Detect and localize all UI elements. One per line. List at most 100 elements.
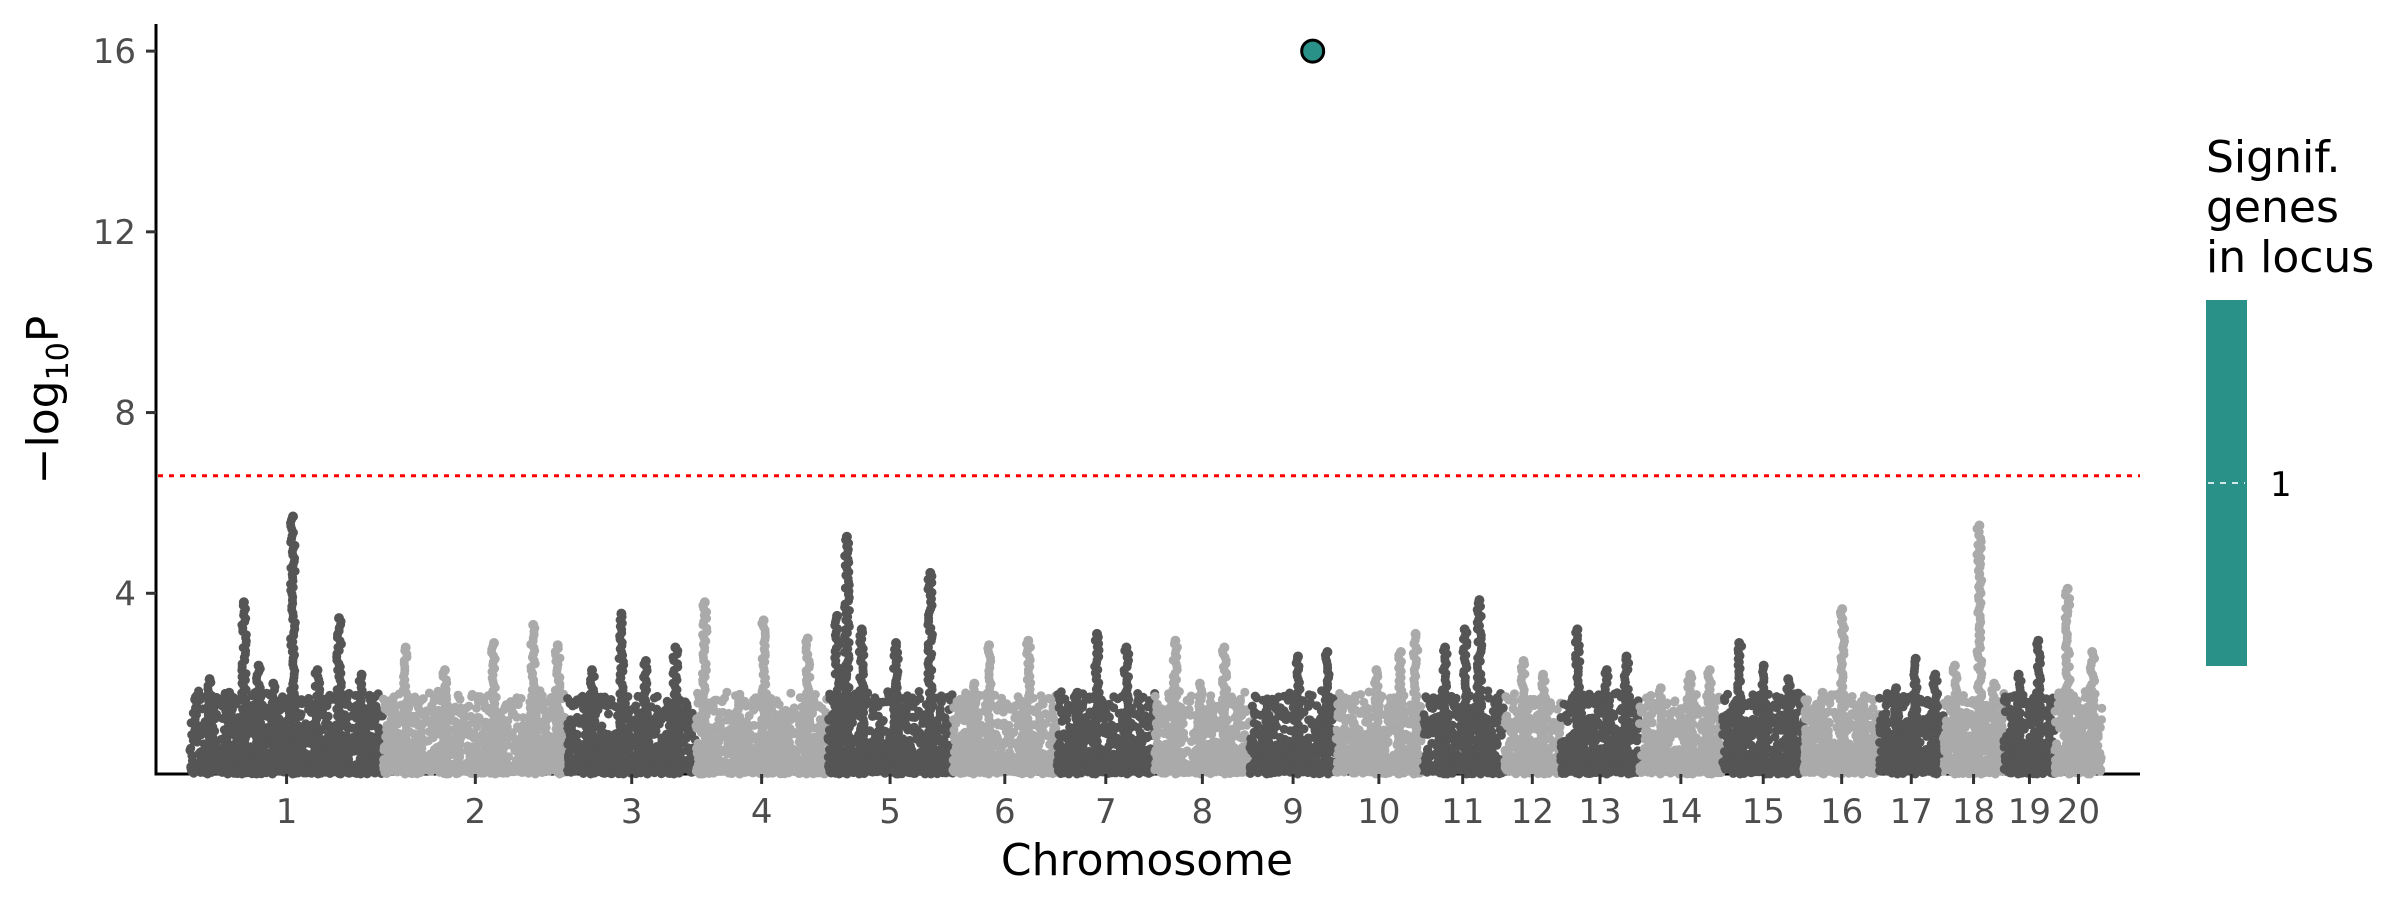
snp-point <box>604 709 613 719</box>
snp-point <box>573 716 582 726</box>
snp-point <box>953 737 963 747</box>
snp-point <box>464 761 473 771</box>
snp-point <box>1038 769 1048 779</box>
snp-point <box>417 709 426 719</box>
snp-point <box>538 752 547 762</box>
snp-point <box>881 727 891 736</box>
snp-point <box>1003 721 1013 731</box>
snp-point <box>298 737 308 747</box>
snp-point <box>775 730 785 739</box>
snp-point <box>1037 727 1047 737</box>
snp-point <box>1032 706 1041 716</box>
snp-point <box>382 761 392 771</box>
snp-point <box>191 692 200 702</box>
snp-point <box>372 748 382 758</box>
snp-point <box>277 731 287 741</box>
snp-point <box>878 716 888 725</box>
snp-point <box>1053 690 1063 699</box>
snp-point <box>939 736 949 746</box>
snp-point <box>908 695 918 705</box>
snp-point <box>467 689 477 699</box>
snp-point <box>910 753 920 763</box>
snp-point <box>387 751 397 761</box>
snp-point <box>749 703 759 713</box>
snp-point <box>935 704 945 714</box>
snp-point <box>606 756 616 766</box>
snp-point <box>326 762 335 772</box>
snp-point <box>363 767 373 777</box>
snp-point <box>957 768 967 778</box>
snp-point <box>873 701 883 711</box>
snp-point <box>369 721 379 730</box>
snp-point <box>344 688 354 698</box>
snp-point <box>471 743 481 753</box>
snp-point <box>304 693 314 703</box>
snp-point <box>951 719 961 729</box>
snp-point <box>508 708 518 718</box>
snp-point <box>347 723 357 733</box>
snp-point <box>502 722 511 732</box>
snp-point <box>712 759 722 769</box>
snp-point <box>576 693 586 703</box>
snp-point <box>195 760 205 769</box>
snp-point <box>416 728 426 738</box>
snp-point <box>629 723 639 732</box>
snp-point <box>369 712 379 722</box>
snp-point <box>1046 713 1055 723</box>
snp-point <box>185 746 195 755</box>
snp-point <box>652 717 662 727</box>
snp-point <box>714 737 723 747</box>
snp-point <box>216 763 226 772</box>
snp-point <box>649 693 659 703</box>
snp-point <box>277 766 287 776</box>
snp-point <box>346 702 356 712</box>
snp-point <box>278 692 287 702</box>
snp-point <box>460 711 470 720</box>
snp-point <box>189 768 199 778</box>
snp-point <box>384 702 394 712</box>
chromosome-6-points <box>948 688 1061 779</box>
snp-point <box>602 701 612 711</box>
snp-point <box>516 694 526 703</box>
snp-point <box>299 766 309 776</box>
snp-point <box>630 739 640 749</box>
snp-point <box>540 765 550 775</box>
snp-point <box>1004 754 1014 764</box>
snp-point <box>952 696 962 706</box>
snp-point <box>383 738 393 748</box>
snp-point <box>543 714 553 724</box>
snp-point <box>722 687 732 697</box>
snp-point <box>500 702 510 712</box>
snp-point <box>213 697 223 707</box>
snp-point <box>498 768 508 778</box>
snp-point <box>652 763 662 773</box>
snp-point <box>453 691 463 701</box>
snp-point <box>870 693 880 703</box>
snp-point <box>781 763 790 772</box>
snp-point <box>655 709 665 719</box>
snp-point <box>914 706 924 716</box>
snp-point <box>1009 767 1019 777</box>
snp-point <box>279 744 289 754</box>
snp-point <box>745 766 755 776</box>
snp-point <box>1044 693 1054 703</box>
snp-point <box>628 704 638 714</box>
snp-point <box>774 700 784 709</box>
snp-point <box>880 768 890 778</box>
snp-point <box>1012 713 1022 723</box>
snp-point <box>939 723 949 733</box>
snp-point <box>479 698 489 708</box>
snp-point <box>472 703 481 713</box>
snp-point <box>190 715 200 724</box>
snp-point <box>775 714 785 724</box>
snp-point <box>500 756 510 766</box>
snp-point <box>1010 702 1020 712</box>
snp-point <box>420 760 430 769</box>
snp-point <box>324 694 334 704</box>
snp-point <box>369 693 379 703</box>
snp-point <box>604 745 614 755</box>
snp-point <box>570 766 580 776</box>
snp-point <box>909 722 919 732</box>
snp-point <box>431 693 441 703</box>
